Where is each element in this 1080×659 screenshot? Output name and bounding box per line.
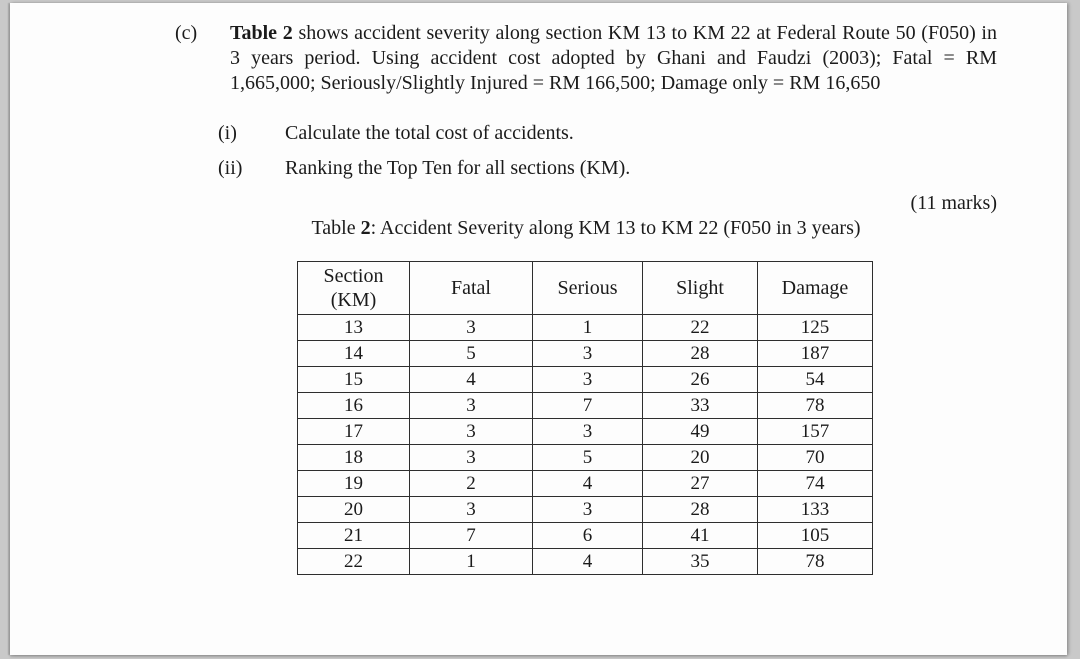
- marks-note: (11 marks): [910, 192, 997, 214]
- table-row: 20 3 3 28 133: [297, 496, 873, 523]
- table-row: 16 3 7 33 78: [297, 392, 873, 419]
- table-row: 15 4 3 26 54: [297, 366, 873, 393]
- table-cell: 5: [409, 340, 533, 367]
- table-cell: 1: [409, 548, 533, 575]
- table-cell: 3: [409, 314, 533, 341]
- table-row: 21 7 6 41 105: [297, 522, 873, 549]
- table-row: 17 3 3 49 157: [297, 418, 873, 445]
- subquestion-ii: (ii) Ranking the Top Ten for all section…: [218, 157, 630, 179]
- table-cell: 3: [532, 366, 643, 393]
- table-cell: 3: [409, 418, 533, 445]
- table-cell: 3: [409, 496, 533, 523]
- subquestion-i: (i) Calculate the total cost of accident…: [218, 122, 574, 144]
- subquestion-i-label: (i): [218, 122, 237, 144]
- table-body: 13 3 1 22 125 14 5 3 28 187 15 4 3 26 54 16 3 7 33 78 17 3 3 49…: [297, 314, 873, 575]
- part-label: (c): [175, 22, 198, 44]
- table-cell: 4: [532, 470, 643, 497]
- table-cell: 4: [532, 548, 643, 575]
- subquestion-i-text: Calculate the total cost of accidents.: [285, 122, 574, 144]
- table-cell: 28: [642, 496, 758, 523]
- table-cell: 33: [642, 392, 758, 419]
- accident-severity-table: Section (KM) Fatal Serious Slight Damage 13 3…: [297, 261, 873, 575]
- table-cell: 19: [297, 470, 410, 497]
- column-header: Damage: [757, 261, 873, 315]
- table-row: 13 3 1 22 125: [297, 314, 873, 341]
- intro-bold-fragment: Table 2: [230, 22, 293, 44]
- table-row: 22 1 4 35 78: [297, 548, 873, 575]
- table-cell: 16: [297, 392, 410, 419]
- subquestion-ii-text: Ranking the Top Ten for all sections (KM…: [285, 157, 631, 179]
- column-header: Section (KM): [297, 261, 410, 315]
- table-cell: 105: [757, 522, 873, 549]
- caption-rest: : Accident Severity along KM 13 to KM 22…: [370, 217, 861, 239]
- table-cell: 27: [642, 470, 758, 497]
- table-cell: 125: [757, 314, 873, 341]
- intro-rest-fragment: shows accident severity along section KM…: [230, 22, 997, 94]
- table-cell: 2: [409, 470, 533, 497]
- table-row: 14 5 3 28 187: [297, 340, 873, 367]
- table-cell: 14: [297, 340, 410, 367]
- table-cell: 187: [757, 340, 873, 367]
- table-cell: 78: [757, 548, 873, 575]
- table-cell: 28: [642, 340, 758, 367]
- table-caption: Table 2: Accident Severity along KM 13 t…: [175, 217, 997, 240]
- caption-number: 2: [360, 217, 371, 239]
- table-cell: 3: [532, 496, 643, 523]
- document-page: (c) Table 2 shows accident severity alon…: [10, 3, 1067, 655]
- table-cell: 1: [532, 314, 643, 341]
- table-cell: 6: [532, 522, 643, 549]
- table-cell: 20: [642, 444, 758, 471]
- column-header: Serious: [532, 261, 643, 315]
- table-cell: 133: [757, 496, 873, 523]
- table-cell: 74: [757, 470, 873, 497]
- table-cell: 18: [297, 444, 410, 471]
- table-cell: 41: [642, 522, 758, 549]
- table-cell: 3: [409, 444, 533, 471]
- subquestion-ii-label: (ii): [218, 157, 243, 179]
- table-cell: 15: [297, 366, 410, 393]
- table-cell: 5: [532, 444, 643, 471]
- table-cell: 13: [297, 314, 410, 341]
- table-cell: 21: [297, 522, 410, 549]
- table-cell: 157: [757, 418, 873, 445]
- table-row: 19 2 4 27 74: [297, 470, 873, 497]
- table-cell: 54: [757, 366, 873, 393]
- table-cell: 7: [532, 392, 643, 419]
- caption-prefix: Table: [311, 217, 361, 239]
- table-cell: 20: [297, 496, 410, 523]
- table-cell: 3: [532, 418, 643, 445]
- column-header: Slight: [642, 261, 758, 315]
- table-cell: 17: [297, 418, 410, 445]
- question-part-c: (c) Table 2 shows accident severity alon…: [175, 21, 997, 96]
- table-cell: 4: [409, 366, 533, 393]
- table-header-row: Section (KM) Fatal Serious Slight Damage: [297, 261, 873, 315]
- table-cell: 49: [642, 418, 758, 445]
- table-cell: 7: [409, 522, 533, 549]
- table-cell: 22: [642, 314, 758, 341]
- question-intro-text: Table 2 shows accident severity along se…: [230, 21, 997, 96]
- table-cell: 70: [757, 444, 873, 471]
- column-header: Fatal: [409, 261, 533, 315]
- table-cell: 3: [532, 340, 643, 367]
- table-cell: 78: [757, 392, 873, 419]
- table-cell: 35: [642, 548, 758, 575]
- table-cell: 26: [642, 366, 758, 393]
- table-cell: 3: [409, 392, 533, 419]
- table-row: 18 3 5 20 70: [297, 444, 873, 471]
- table-cell: 22: [297, 548, 410, 575]
